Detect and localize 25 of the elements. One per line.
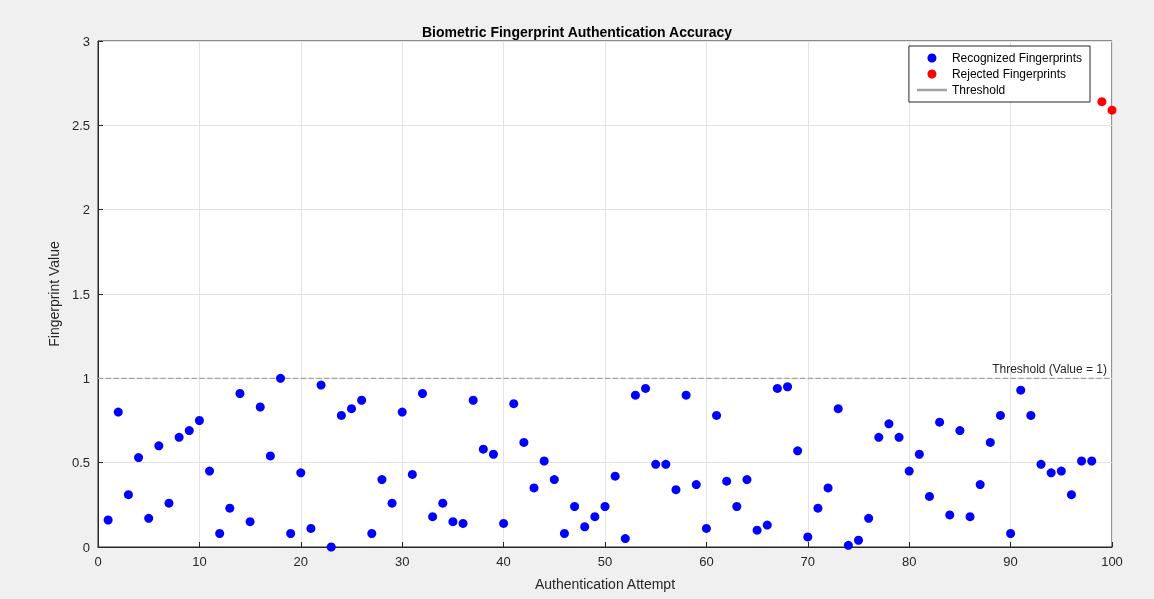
x-tick-label: 10 [192, 554, 207, 569]
y-tick-label: 1 [82, 370, 90, 386]
y-axis-title: Fingerprint Value [46, 241, 63, 347]
x-tick-label: 0 [94, 554, 102, 569]
x-tick-label: 100 [1101, 554, 1123, 569]
legend-label: Threshold [951, 83, 1006, 97]
x-tick-label: 50 [597, 554, 613, 569]
y-tick-label: 0 [82, 539, 90, 555]
y-tick-label: 2 [82, 202, 90, 218]
annotation: Threshold (Value = 1) [992, 362, 1107, 377]
x-tick-label: 70 [800, 554, 816, 569]
x-tick-label: 40 [496, 554, 511, 569]
chart-title: Biometric Fingerprint Authentication Accuracy [421, 24, 733, 40]
x-tick-label: 20 [293, 554, 309, 569]
x-axis-title: Authentication Attempt [534, 576, 676, 592]
legend-label: Recognized Fingerprints [951, 51, 1083, 65]
x-tick-label: 90 [1003, 554, 1018, 569]
y-tick-label: 2.5 [71, 117, 90, 133]
x-tick-label: 30 [394, 554, 410, 569]
y-tick-label: 0.5 [71, 455, 90, 471]
y-tick-label: 3 [82, 33, 90, 49]
legend-label: Rejected Fingerprints [951, 67, 1066, 81]
x-tick-label: 80 [901, 554, 917, 569]
x-tick-label: 60 [699, 554, 714, 569]
y-tick-label: 1.5 [71, 286, 90, 302]
